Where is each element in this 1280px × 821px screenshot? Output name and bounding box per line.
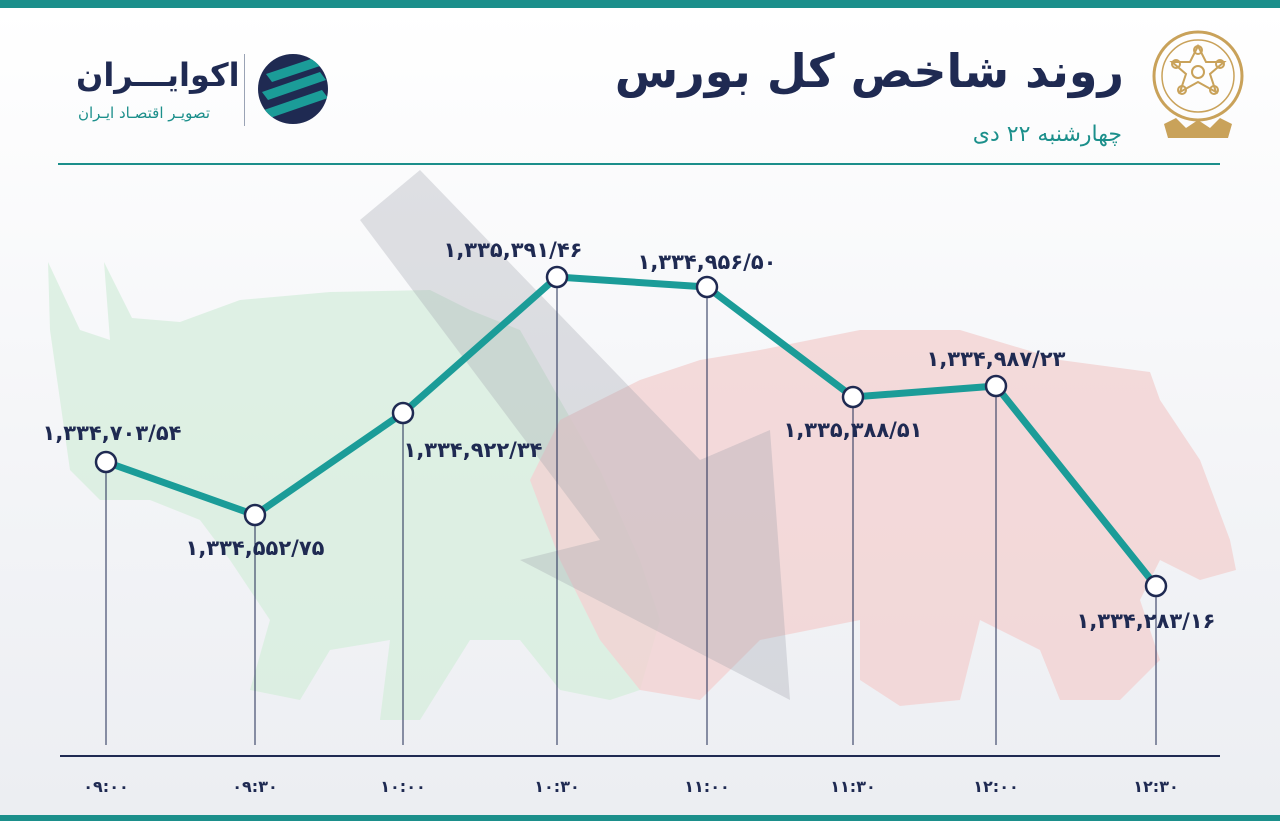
brand-tagline: تصویـر اقتصـاد ایـران: [78, 104, 211, 122]
x-tick-label: ۱۰:۰۰: [380, 777, 425, 796]
top-border: [0, 0, 1280, 8]
x-tick-label: ۰۹:۰۰: [83, 777, 128, 796]
data-label: ۱,۳۳۵,۳۹۱/۴۶: [444, 238, 583, 262]
bull-silhouette: [48, 262, 660, 720]
data-label: ۱,۳۳۴,۹۸۷/۲۳: [927, 347, 1066, 371]
brand-divider: [244, 54, 245, 126]
header-divider: [58, 163, 1220, 165]
data-label: ۱,۳۳۴,۹۵۶/۵۰: [638, 250, 777, 274]
bottom-border: [0, 815, 1280, 821]
data-point: [695, 275, 719, 299]
data-label: ۱,۳۳۴,۷۰۳/۵۴: [43, 421, 182, 445]
page-subtitle: چهارشنبه ۲۲ دی: [972, 122, 1122, 147]
stock-exchange-emblem-icon: [1152, 30, 1244, 138]
x-tick-label: ۱۲:۰۰: [973, 777, 1018, 796]
data-point: [841, 385, 865, 409]
data-point: [545, 265, 569, 289]
arrow-silhouette: [360, 170, 790, 700]
x-tick-label: ۱۱:۰۰: [684, 777, 729, 796]
x-tick-label: ۱۲:۳۰: [1133, 777, 1178, 796]
drop-lines: [105, 277, 1157, 745]
data-point: [391, 401, 415, 425]
data-point: [243, 503, 267, 527]
data-point: [1144, 574, 1168, 598]
x-tick-label: ۰۹:۳۰: [232, 777, 277, 796]
page-title: روند شاخص کل بورس: [614, 44, 1124, 98]
data-point: [984, 374, 1008, 398]
data-point: [94, 450, 118, 474]
data-label: ۱,۳۳۵,۳۸۸/۵۱: [784, 418, 923, 442]
data-label: ۱,۳۳۴,۲۸۳/۱۶: [1077, 609, 1216, 633]
x-tick-label: ۱۰:۳۰: [534, 777, 579, 796]
ecoiran-logo-icon: [258, 54, 328, 124]
series-line: [102, 273, 1160, 590]
data-labels: ۱,۳۳۴,۷۰۳/۵۴ ۱,۳۳۴,۵۵۲/۷۵ ۱,۳۳۴,۹۲۲/۳۴ ۱,۳۳…: [43, 238, 1216, 633]
data-points: [94, 265, 1168, 598]
brand-name: اکوایـــران: [76, 56, 240, 94]
data-label: ۱,۳۳۴,۹۲۲/۳۴: [404, 438, 543, 462]
data-label: ۱,۳۳۴,۵۵۲/۷۵: [186, 536, 325, 560]
x-tick-labels: ۰۹:۰۰ ۰۹:۳۰ ۱۰:۰۰ ۱۰:۳۰ ۱۱:۰۰ ۱۱:۳۰ ۱۲:۰۰ ۱۲:۳۰: [83, 777, 1178, 796]
x-tick-label: ۱۱:۳۰: [830, 777, 875, 796]
